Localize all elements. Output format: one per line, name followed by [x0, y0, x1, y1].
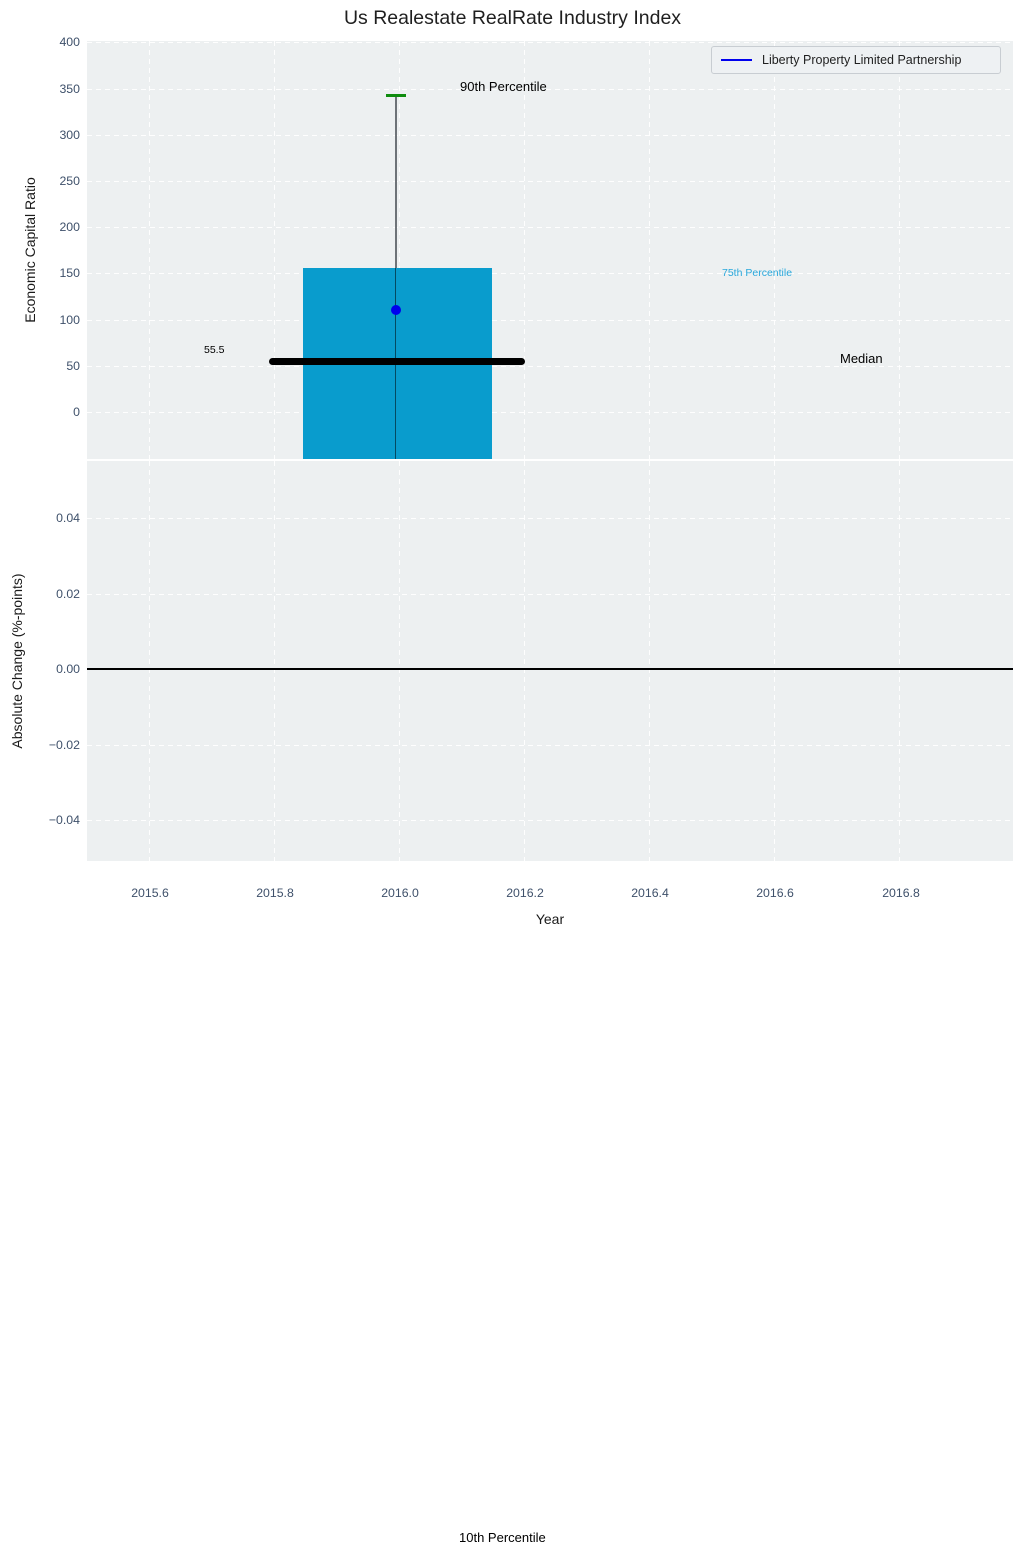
gridline — [899, 461, 900, 861]
gridline — [149, 461, 150, 861]
y-tick-label: 300 — [59, 128, 80, 142]
top-axes-panel: 90th Percentile 75th Percentile Median 5… — [87, 41, 1013, 459]
annotation-median: Median — [840, 351, 883, 366]
y-tick-label: 400 — [59, 35, 80, 49]
gridline — [524, 41, 525, 459]
gridline — [774, 461, 775, 861]
gridline — [899, 41, 900, 459]
x-axis-label: Year — [535, 911, 565, 927]
y-tick-label: 0.04 — [56, 511, 80, 525]
gridline — [649, 461, 650, 861]
annotation-90th-percentile: 90th Percentile — [460, 79, 547, 94]
x-tick-label: 2016.4 — [631, 886, 669, 900]
y-tick-label: 150 — [59, 266, 80, 280]
legend-line-sample-icon — [721, 58, 752, 62]
x-tick-label: 2016.2 — [506, 886, 544, 900]
x-tick-label: 2016.0 — [381, 886, 419, 900]
y-axis-label-top: Economic Capital Ratio — [22, 177, 38, 323]
y-tick-label: 50 — [66, 359, 80, 373]
chart-title: Us Realestate RealRate Industry Index — [343, 7, 682, 29]
gridline — [87, 181, 1013, 182]
y-tick-label: 200 — [59, 220, 80, 234]
company-marker — [391, 305, 401, 315]
y-tick-label: 0 — [73, 405, 80, 419]
y-axis-label-bottom: Absolute Change (%-points) — [9, 573, 25, 749]
gridline — [87, 273, 1013, 275]
y-tick-label: 0.02 — [56, 587, 80, 601]
gridline — [87, 227, 1013, 229]
gridline — [649, 41, 650, 459]
gridline — [87, 365, 1013, 367]
gridline — [774, 41, 775, 459]
legend: Liberty Property Limited Partnership — [711, 46, 1001, 74]
y-tick-label: −0.02 — [48, 738, 80, 752]
gridline — [87, 820, 1013, 821]
x-tick-label: 2016.6 — [756, 886, 794, 900]
gridline — [399, 461, 400, 861]
bottom-axes-panel — [87, 461, 1013, 861]
gridline — [274, 41, 275, 459]
y-tick-label: 350 — [59, 82, 80, 96]
zero-baseline — [87, 668, 1013, 670]
y-tick-label: −0.04 — [48, 813, 80, 827]
annotation-median-value: 55.5 — [204, 344, 225, 356]
annotation-75th-percentile: 75th Percentile — [722, 267, 793, 279]
gridline — [87, 412, 1013, 413]
x-tick-label: 2015.6 — [131, 886, 169, 900]
annotation-10th-percentile: 10th Percentile — [459, 1530, 546, 1545]
y-tick-label: 250 — [59, 174, 80, 188]
gridline — [399, 41, 400, 459]
gridline — [87, 744, 1013, 746]
whisker-cap-90th-icon — [386, 94, 406, 97]
gridline — [87, 518, 1013, 519]
median-line — [269, 357, 525, 365]
gridline — [87, 88, 1013, 90]
gridline — [87, 42, 1013, 43]
gridline — [274, 461, 275, 861]
gridline — [87, 593, 1013, 595]
gridline — [87, 134, 1013, 136]
y-tick-label: 100 — [59, 313, 80, 327]
x-tick-label: 2016.8 — [882, 886, 920, 900]
gridline — [87, 319, 1013, 321]
y-tick-label: 0.00 — [56, 662, 80, 676]
gridline — [149, 41, 150, 459]
legend-label: Liberty Property Limited Partnership — [762, 53, 962, 67]
gridline — [524, 461, 525, 861]
whisker-line — [395, 96, 397, 268]
x-tick-label: 2015.8 — [256, 886, 294, 900]
